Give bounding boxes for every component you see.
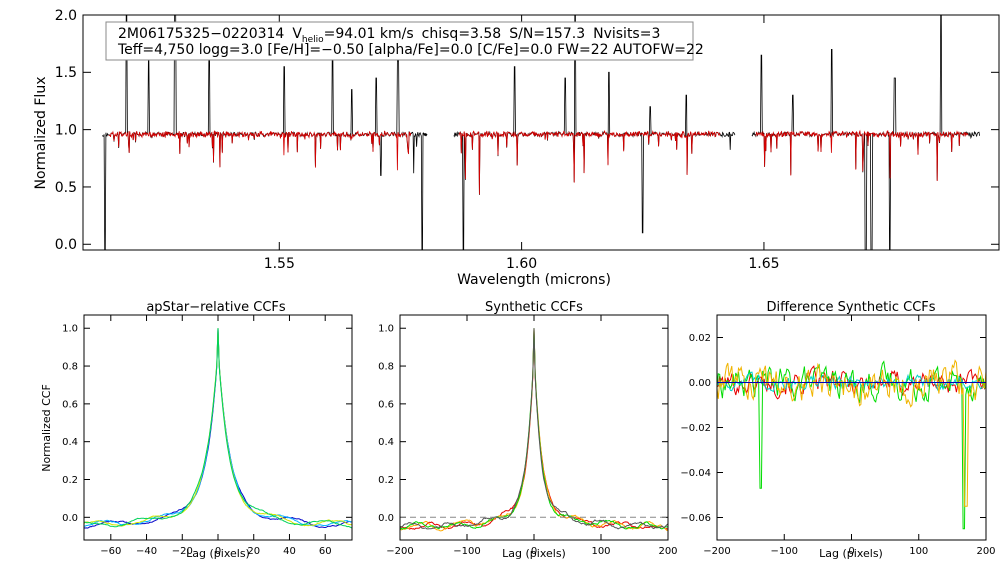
x-tick-label: −20 xyxy=(172,546,193,557)
x-tick-label: −100 xyxy=(771,546,798,557)
x-tick-label: 200 xyxy=(658,546,677,557)
info-box-frame xyxy=(105,21,694,61)
ccf-series-visit-1 xyxy=(399,328,669,530)
y-tick-label: 0.6 xyxy=(378,399,394,410)
ccf-series-visit-2 xyxy=(399,328,669,532)
observed-spectrum-red xyxy=(751,14,980,251)
x-tick-label: 1.55 xyxy=(264,256,295,272)
snr: S/N=157.3 xyxy=(509,26,585,42)
y-tick-label: 0.8 xyxy=(378,362,394,373)
x-tick-label: −200 xyxy=(386,546,413,557)
vhelio-value: =94.01 km/s xyxy=(324,26,414,42)
y-tick-label: 0.00 xyxy=(689,378,711,389)
difference-ccf-xlabel: Lag (pixels) xyxy=(819,547,883,560)
x-tick-label: 0 xyxy=(215,546,221,557)
x-tick-label: 100 xyxy=(909,546,928,557)
spectrum-plot-area: 1.55 1.60 1.65 0.0 0.5 1.0 1.5 2.0 xyxy=(55,8,1000,272)
y-tick-label: −0.02 xyxy=(680,423,711,434)
y-tick-label: 0.4 xyxy=(62,437,78,448)
y-tick-label: 0.6 xyxy=(62,399,78,410)
difference-ccf-frame xyxy=(716,314,987,541)
synthetic-ccf-panel: Synthetic CCFs −200 −100 0 100 200 0.0 0.2 0.4 0… xyxy=(378,300,677,560)
ccf-series-visit-3 xyxy=(83,328,352,527)
apstar-ccf-title: apStar−relative CCFs xyxy=(146,300,286,315)
spectrum-panel: 1.55 1.60 1.65 0.0 0.5 1.0 1.5 2.0 2M06175325−0… xyxy=(33,8,1000,288)
y-tick-label: 1.0 xyxy=(55,123,77,139)
vhelio-label: V xyxy=(292,26,302,42)
x-tick-label: 60 xyxy=(319,546,332,557)
spectrum-ylabel: Normalized Flux xyxy=(33,77,49,190)
y-tick-label: 0.0 xyxy=(62,513,78,524)
ccf-series-visit-3 xyxy=(399,328,669,531)
spectrum-frame xyxy=(82,14,1000,251)
info-line-1: 2M06175325−0220314 Vhelio=94.01 km/s chisq… xyxy=(118,26,660,45)
ccf-series-visit-2 xyxy=(84,328,353,527)
star-id: 2M06175325−0220314 xyxy=(118,26,284,42)
y-tick-label: 0.8 xyxy=(62,362,78,373)
y-tick-label: 0.02 xyxy=(689,333,711,344)
spectrum-series xyxy=(102,14,980,251)
difference-ccf-ticks: −200 −100 0 100 200 −0.06 −0.04 −0.02 0.00 0.02 xyxy=(680,315,996,557)
ccf-series-visit-1 xyxy=(83,328,352,529)
apstar-ccf-xlabel: Lag (pixels) xyxy=(186,547,250,560)
x-tick-label: 1.65 xyxy=(748,256,779,272)
y-tick-label: 0.2 xyxy=(62,475,78,486)
x-tick-label: 0 xyxy=(531,546,537,557)
nvisits: Nvisits=3 xyxy=(593,26,660,42)
y-tick-label: 1.0 xyxy=(378,324,394,335)
x-tick-label: 200 xyxy=(976,546,995,557)
x-tick-label: 0 xyxy=(848,546,854,557)
diff-series-diff-4 xyxy=(716,359,987,507)
x-tick-label: 20 xyxy=(247,546,260,557)
spectrum-ticks: 1.55 1.60 1.65 0.0 0.5 1.0 1.5 2.0 xyxy=(55,8,999,272)
info-line-2: Teff=4,750 logg=3.0 [Fe/H]=−0.50 [alpha/… xyxy=(117,42,704,58)
y-tick-label: −0.04 xyxy=(680,468,711,479)
ccf-series-visit-4 xyxy=(83,328,353,529)
difference-ccf-panel: Difference Synthetic CCFs −200 −100 0 100 20… xyxy=(680,300,995,560)
apstar-ccf-ticks: −60 −40 −20 0 20 40 60 0.0 0.2 0.4 0.6 0.8 1.0 xyxy=(62,315,352,557)
synthetic-ccf-ticks: −200 −100 0 100 200 0.0 0.2 0.4 0.6 0.8 1.0 xyxy=(378,315,678,557)
y-tick-label: 1.5 xyxy=(55,65,77,81)
y-tick-label: −0.06 xyxy=(680,513,711,524)
y-tick-label: 2.0 xyxy=(55,8,77,24)
apstar-ccf-ylabel: Normalized CCF xyxy=(40,384,53,472)
y-tick-label: 1.0 xyxy=(62,324,78,335)
x-tick-label: 40 xyxy=(283,546,296,557)
synthetic-spectrum-red xyxy=(755,129,969,182)
spectrum-info-box: 2M06175325−0220314 Vhelio=94.01 km/s chisq… xyxy=(105,21,704,61)
x-tick-label: 1.60 xyxy=(506,256,537,272)
y-tick-label: 0.2 xyxy=(378,475,394,486)
difference-ccf-title: Difference Synthetic CCFs xyxy=(766,300,935,315)
synthetic-ccf-xlabel: Lag (pixels) xyxy=(502,547,566,560)
y-tick-label: 0.0 xyxy=(55,237,77,253)
y-tick-label: 0.0 xyxy=(378,513,394,524)
ccf-series-visit-4 xyxy=(399,328,669,530)
chisq: chisq=3.58 xyxy=(422,26,502,42)
apstar-ccf-panel: apStar−relative CCFs −60 −40 −20 0 20 40 60 0.0… xyxy=(40,300,353,560)
x-tick-label: −200 xyxy=(703,546,730,557)
synthetic-ccf-frame xyxy=(399,314,669,541)
apstar-ccf-frame xyxy=(83,314,353,541)
synthetic-spectrum-green xyxy=(458,129,721,195)
x-tick-label: 100 xyxy=(591,546,610,557)
apstar-ccf-series xyxy=(83,328,353,529)
difference-ccf-series xyxy=(716,359,987,530)
y-tick-label: 0.5 xyxy=(55,180,77,196)
x-tick-label: −40 xyxy=(136,546,157,557)
synthetic-spectrum-blue xyxy=(108,130,412,171)
x-tick-label: −60 xyxy=(100,546,121,557)
synthetic-ccf-title: Synthetic CCFs xyxy=(485,300,583,315)
spectrum-xlabel: Wavelength (microns) xyxy=(457,272,611,288)
vhelio-sub: helio xyxy=(302,35,324,45)
synthetic-ccf-series xyxy=(399,328,669,532)
x-tick-label: −100 xyxy=(453,546,480,557)
y-tick-label: 0.4 xyxy=(378,437,394,448)
